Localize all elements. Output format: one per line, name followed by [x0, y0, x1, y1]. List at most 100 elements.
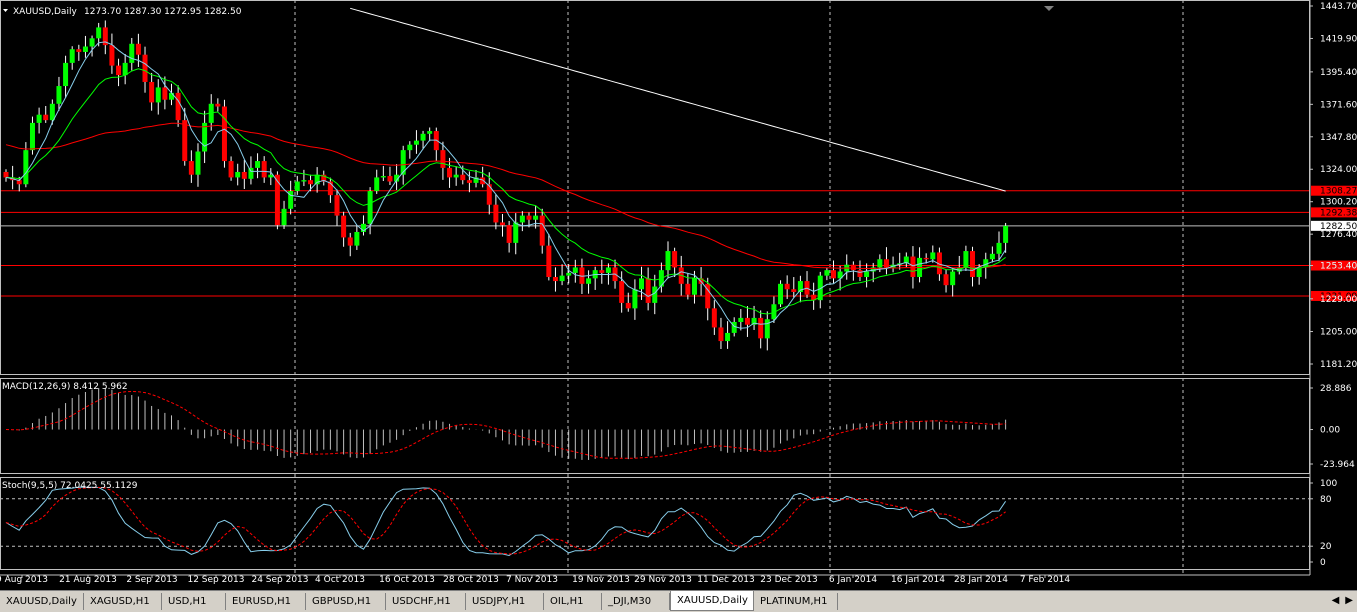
candle-body	[169, 92, 174, 100]
ma-long-line	[350, 7, 1006, 192]
candle-body	[235, 171, 241, 178]
price-tag	[1311, 290, 1357, 301]
candle-body	[175, 92, 181, 121]
candle-body	[731, 321, 737, 333]
candle-body	[29, 122, 35, 151]
triangle-down-icon[interactable]	[3, 9, 8, 12]
candle-body	[208, 103, 214, 123]
y-tick-label: 1300.20	[1320, 198, 1357, 208]
x-tick-label: 28 Jan 2014	[954, 575, 1008, 585]
candle-body	[202, 122, 208, 152]
tab-usd-h1[interactable]: USD,H1	[162, 593, 226, 610]
candle-body	[321, 174, 327, 182]
candle-body	[778, 283, 784, 305]
candle-body	[533, 215, 539, 220]
candle-body	[255, 161, 261, 168]
current-price-tag	[1311, 220, 1357, 231]
stoch-label: Stoch(9,5,5) 72.0425 55.1129	[2, 481, 138, 491]
candle-body	[162, 87, 168, 100]
tab-scroll-controls: ◀ ▶	[1326, 595, 1353, 606]
candle-body	[129, 43, 135, 63]
candle-body	[758, 317, 764, 339]
candle-body	[294, 181, 300, 192]
candle-body	[632, 289, 638, 309]
candle-body	[3, 171, 9, 178]
ma-medium-line	[5, 68, 1006, 315]
candle-body	[744, 317, 750, 325]
ohlc-label: 1273.70 1287.30 1272.95 1282.50	[84, 7, 242, 17]
axes: 1443.70 1419.90 1395.40 1371.60 1347.80 1324.…	[0, 0, 1357, 585]
candle-body	[49, 103, 55, 121]
candle-body	[711, 308, 717, 328]
candle-body	[122, 62, 128, 76]
y-tick-label: 1419.90	[1320, 34, 1357, 44]
chart-canvas[interactable]: 1308.27 1292.38 1253.40 1231.09 1282.50 1443…	[0, 0, 1357, 590]
candle-body	[586, 278, 592, 284]
candle-body	[354, 231, 360, 246]
candle-body	[883, 259, 889, 268]
tab-oil-h1[interactable]: OIL,H1	[544, 593, 602, 610]
candle-body	[109, 45, 115, 66]
scroll-left-icon[interactable]: ◀	[1331, 595, 1340, 606]
candle-body	[116, 65, 122, 76]
scroll-marker-icon[interactable]	[1044, 6, 1054, 11]
candlestick-series	[3, 20, 1009, 351]
tab-usdjpy-h1[interactable]: USDJPY,H1	[466, 593, 544, 610]
x-tick-label: 9 Aug 2013	[0, 575, 48, 585]
tab-gbpusd-h1[interactable]: GBPUSD,H1	[306, 593, 386, 610]
candle-body	[943, 274, 949, 286]
tab-xauusd-daily[interactable]: XAUUSD,Daily	[0, 593, 84, 610]
candle-body	[374, 177, 380, 192]
candle-body	[466, 180, 472, 183]
x-tick-label: 7 Feb 2014	[1020, 575, 1071, 585]
price-tag	[1311, 207, 1357, 218]
candle-body	[970, 251, 976, 277]
candle-body	[440, 150, 446, 168]
macd-label: MACD(12,26,9) 8.412 5.962	[2, 382, 128, 392]
candle-body	[360, 223, 366, 232]
candle-body	[63, 62, 69, 87]
ma-slow-line	[5, 122, 1006, 269]
tab-platinum-h1[interactable]: PLATINUM,H1	[754, 593, 838, 610]
candle-body	[76, 49, 82, 52]
candle-body	[427, 131, 433, 134]
tab-xauusd-daily[interactable]: XAUUSD,Daily	[670, 591, 754, 611]
candle-body	[447, 167, 453, 178]
horizontal-lines[interactable]: 1308.27 1292.38 1253.40 1231.09 1282.50	[0, 185, 1357, 302]
tab-eurusd-h1[interactable]: EURUSD,H1	[226, 593, 306, 610]
x-tick-label: 16 Jan 2014	[891, 575, 945, 585]
tab-xagusd-h1[interactable]: XAGUSD,H1	[84, 593, 162, 610]
candle-body	[797, 281, 803, 292]
candle-body	[645, 278, 651, 303]
tab-usdchf-h1[interactable]: USDCHF,H1	[386, 593, 466, 610]
price-tag-label: 1231.09	[1320, 292, 1357, 302]
candle-body	[69, 49, 75, 63]
x-tick-label: 11 Dec 2013	[697, 575, 755, 585]
y-tick-label: 1347.80	[1320, 133, 1357, 143]
candle-body	[665, 251, 671, 271]
candle-body	[605, 267, 611, 273]
symbol-label: XAUUSD,Daily	[13, 7, 77, 17]
candle-body	[268, 174, 274, 178]
stoch-main-line	[5, 486, 1007, 557]
candle-body	[500, 222, 505, 226]
tab--dji-m30[interactable]: _DJI,M30	[602, 593, 670, 610]
candle-body	[857, 270, 863, 277]
candle-body	[473, 177, 479, 183]
scroll-right-icon[interactable]: ▶	[1345, 595, 1353, 606]
candle-body	[963, 251, 969, 268]
candle-body	[910, 256, 916, 277]
candle-body	[983, 259, 989, 268]
candle-body	[685, 283, 691, 295]
candle-body	[347, 237, 353, 246]
candle-body	[625, 302, 631, 309]
candle-body	[764, 319, 770, 339]
candle-body	[599, 270, 605, 273]
candle-body	[811, 294, 817, 301]
x-tick-label: 2 Sep 2013	[126, 575, 177, 585]
candle-body	[16, 180, 22, 185]
candle-body	[261, 161, 267, 178]
candle-body	[771, 304, 777, 320]
candle-body	[831, 270, 836, 279]
candle-body	[241, 171, 247, 179]
